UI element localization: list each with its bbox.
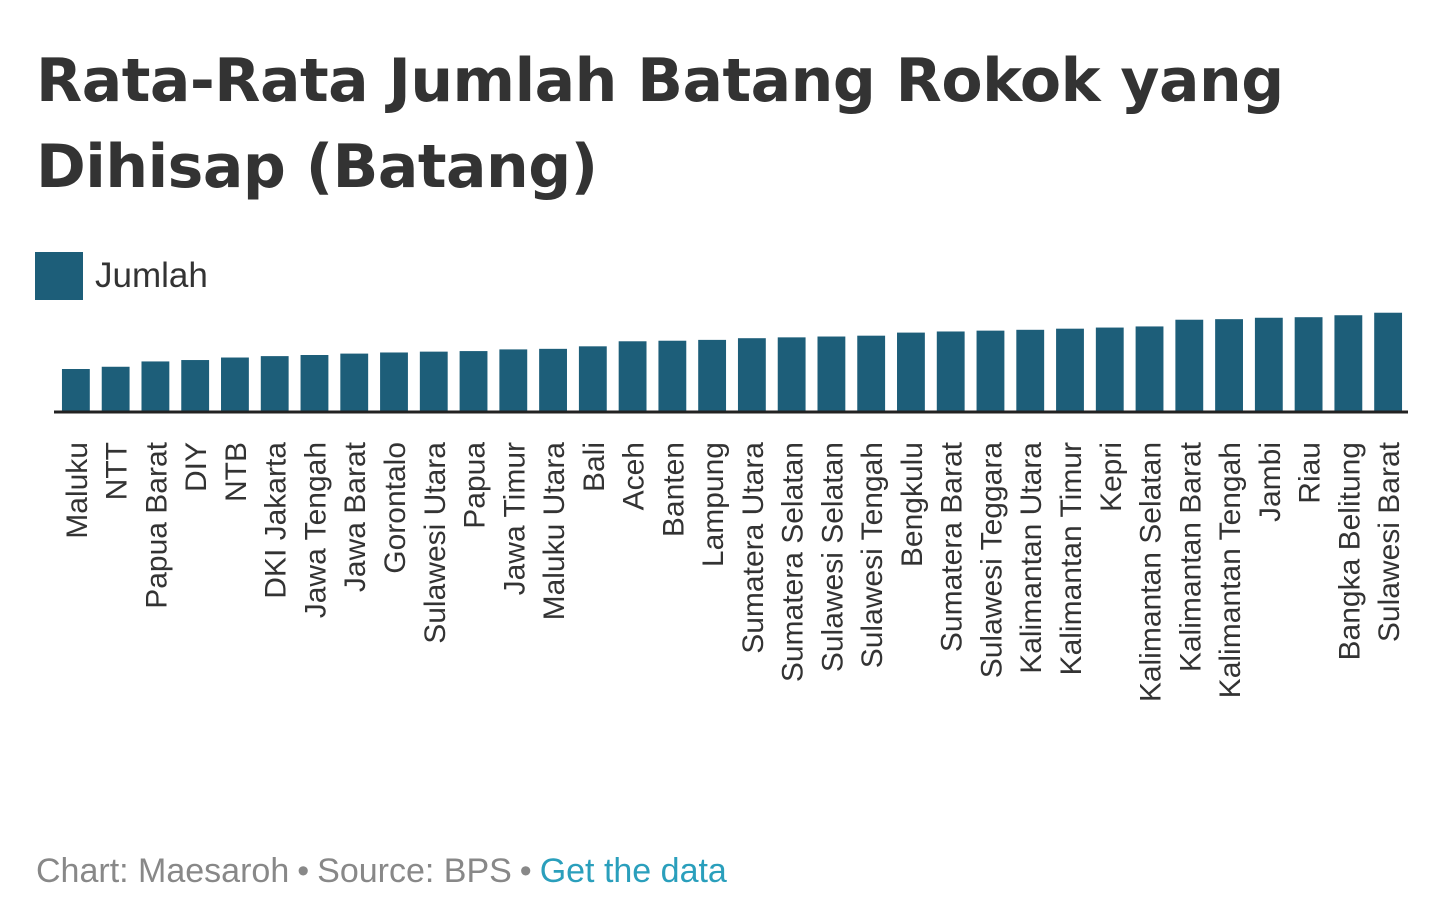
bar-lampung xyxy=(698,339,727,411)
x-tick-label: Sumatera Selatan xyxy=(777,442,810,682)
x-tick-label: Jawa Timur xyxy=(498,442,531,595)
x-tick-label: Kalimantan Barat xyxy=(1174,441,1207,672)
x-tick-label: Jawa Barat xyxy=(339,441,372,592)
get-data-link[interactable]: Get the data xyxy=(539,852,727,890)
bar-riau xyxy=(1294,317,1323,411)
bar-papua-barat xyxy=(141,361,170,411)
bar-jawa-timur xyxy=(499,349,528,411)
chart-title: Rata-Rata Jumlah Batang Rokok yang Dihis… xyxy=(36,46,1284,202)
x-tick-labels: Maluku NTT Papua Barat DIY NTB DKI Jakarta Jaw… xyxy=(61,441,1406,702)
x-tick-label: Kepri xyxy=(1095,442,1128,512)
x-tick-label: Papua xyxy=(459,442,492,529)
x-tick-label: Kalimantan Utara xyxy=(1015,442,1048,674)
x-tick-label: Kalimantan Timur xyxy=(1055,442,1088,675)
bar-kalimantan-timur xyxy=(1056,328,1084,411)
x-tick-label: Gorontalo xyxy=(379,442,412,574)
bar-banten xyxy=(658,340,687,411)
x-tick-label: Bengkulu xyxy=(896,442,929,567)
bar-sumatera-barat xyxy=(936,331,965,411)
x-tick-label: Sumatera Barat xyxy=(936,441,969,652)
x-tick-label: Jawa Tengah xyxy=(299,442,332,618)
footer: Chart: Maesaroh • Source: BPS • Get the data xyxy=(36,852,727,891)
x-tick-label: Kalimantan Selatan xyxy=(1135,442,1168,702)
bar-ntb xyxy=(221,357,249,411)
x-tick-label: Bangka Belitung xyxy=(1333,442,1366,661)
x-tick-label: Sulawesi Utara xyxy=(419,442,452,644)
x-tick-label: Jambi xyxy=(1254,442,1287,522)
x-tick-label: DIY xyxy=(180,442,213,492)
bar-aceh xyxy=(618,341,647,411)
x-tick-label: Sulawesi Teggara xyxy=(975,442,1008,679)
bar-papua xyxy=(459,351,488,411)
x-tick-label: Sumatera Utara xyxy=(737,442,770,654)
bar-maluku-utara xyxy=(539,348,567,411)
x-tick-label: Kalimantan Tengah xyxy=(1214,442,1247,698)
bar-sulawesi-utara xyxy=(419,351,448,411)
x-tick-label: Sulawesi Tengah xyxy=(856,442,889,668)
source-credit: Source: BPS xyxy=(317,852,512,890)
bar-kalimantan-utara xyxy=(1016,329,1045,411)
x-tick-label: Riau xyxy=(1294,442,1327,504)
bar-sulawesi-selatan xyxy=(817,336,846,411)
bar-maluku xyxy=(61,369,90,411)
chart-credit: Chart: Maesaroh xyxy=(36,852,290,890)
bar-jambi xyxy=(1254,317,1283,411)
bar-kalimantan-selatan xyxy=(1135,326,1164,411)
bar-sulawesi-teggara xyxy=(976,330,1005,411)
footer-separator: • xyxy=(519,852,532,890)
x-tick-label: Sulawesi Selatan xyxy=(816,442,849,672)
x-tick-label: Papua Barat xyxy=(140,441,173,608)
bar-sumatera-utara xyxy=(737,338,766,411)
x-tick-label: Maluku Utara xyxy=(538,442,571,621)
bar-jawa-barat xyxy=(340,353,369,411)
bar-diy xyxy=(181,360,210,411)
bar-kalimantan-barat xyxy=(1175,319,1204,411)
bar-bengkulu xyxy=(897,332,925,411)
x-tick-label: NTB xyxy=(220,442,253,502)
x-tick-label: Banten xyxy=(657,442,690,537)
bar-ntt xyxy=(101,366,130,411)
legend: Jumlah xyxy=(35,252,208,300)
bar-bangka-belitung xyxy=(1334,315,1363,411)
bar-bali xyxy=(578,346,607,411)
x-tick-label: Aceh xyxy=(618,442,651,510)
legend-swatch xyxy=(35,252,83,300)
legend-label: Jumlah xyxy=(95,256,208,295)
bar-kalimantan-tengah xyxy=(1215,319,1243,411)
x-tick-label: Lampung xyxy=(697,442,730,567)
x-tick-label: Maluku xyxy=(61,442,94,539)
x-tick-label: NTT xyxy=(101,442,134,500)
bar-sulawesi-tengah xyxy=(857,335,886,411)
x-tick-label: DKI Jakarta xyxy=(260,442,293,599)
bars-group xyxy=(61,312,1403,411)
bar-dki-jakarta xyxy=(260,356,289,411)
x-tick-label: Sulawesi Barat xyxy=(1373,441,1406,642)
bar-jawa-tengah xyxy=(300,355,329,411)
bar-gorontalo xyxy=(380,352,408,411)
bar-sumatera-selatan xyxy=(777,337,806,411)
bar-kepri xyxy=(1095,327,1124,411)
bar-sulawesi-barat xyxy=(1374,312,1403,411)
x-tick-label: Bali xyxy=(578,442,611,492)
footer-separator: • xyxy=(297,852,310,890)
